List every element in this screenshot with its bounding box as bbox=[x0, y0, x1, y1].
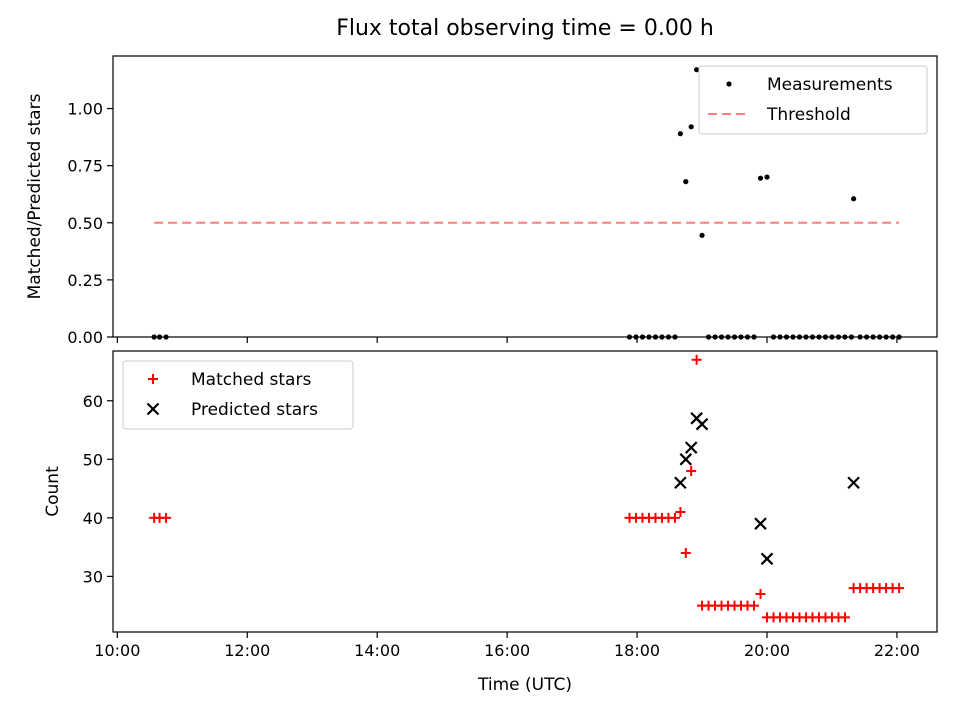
legend-marker bbox=[148, 374, 158, 384]
legend-marker bbox=[726, 81, 732, 87]
predicted-stars-point bbox=[684, 441, 698, 454]
x-tick-label: 10:00 bbox=[94, 641, 140, 660]
top-panel: 0.00 0.25 0.50 0.75 1.00 Matched/Predicted st… bbox=[25, 55, 938, 347]
measurements-point bbox=[757, 175, 764, 181]
measurements-point bbox=[694, 67, 700, 73]
axes-frame bbox=[112, 350, 938, 633]
legend: Matched stars Predicted stars bbox=[122, 360, 354, 430]
chart-title: Flux total observing time = 0.00 h bbox=[336, 16, 714, 41]
y-tick-label: 60 bbox=[83, 392, 103, 411]
matched-stars-point bbox=[691, 354, 702, 365]
x-tick-label: 16:00 bbox=[484, 641, 530, 660]
legend-marker bbox=[146, 402, 160, 416]
measurements-point bbox=[851, 196, 857, 202]
measurements-point bbox=[699, 232, 705, 238]
y-axis-label: Matched/Predicted stars bbox=[25, 93, 45, 299]
legend-label: Predicted stars bbox=[191, 400, 318, 420]
y-tick-label: 40 bbox=[83, 509, 103, 528]
predicted-stars-point bbox=[760, 552, 774, 566]
matched-stars-point bbox=[894, 583, 905, 594]
bottom-panel: 30 40 50 60 10:00 12:00 14:00 16:00 18:00 20:00 22… bbox=[43, 350, 938, 660]
x-axis-label: Time (UTC) bbox=[477, 675, 572, 695]
y-tick-label: 0.00 bbox=[67, 328, 103, 347]
y-tick-label: 0.75 bbox=[67, 157, 103, 176]
matched-stars-point bbox=[755, 588, 766, 599]
legend: Measurements Threshold bbox=[698, 65, 928, 135]
matched-stars-point bbox=[680, 547, 691, 558]
predicted-stars-point bbox=[679, 453, 693, 466]
x-tick-label: 22:00 bbox=[874, 641, 920, 660]
y-axis-label: Count bbox=[43, 466, 63, 517]
legend-box bbox=[122, 360, 354, 430]
measurements-point bbox=[764, 174, 770, 180]
predicted-stars-point bbox=[754, 517, 767, 530]
predicted-stars-point bbox=[695, 417, 709, 431]
y-tick-label: 50 bbox=[83, 450, 103, 469]
matched-stars-point bbox=[839, 612, 850, 623]
legend-box bbox=[698, 65, 928, 135]
legend-label: Matched stars bbox=[191, 370, 311, 390]
matched-stars-point bbox=[161, 512, 172, 523]
axes-frame bbox=[112, 55, 938, 338]
x-tick-label: 18:00 bbox=[614, 641, 660, 660]
legend-label: Threshold bbox=[766, 105, 851, 125]
matched-stars-point bbox=[675, 506, 686, 517]
predicted-stars-point bbox=[847, 476, 860, 489]
y-tick-label: 0.50 bbox=[67, 214, 103, 233]
matched-stars-point bbox=[749, 600, 760, 611]
measurements-point bbox=[688, 124, 694, 130]
y-tick-label: 1.00 bbox=[67, 100, 103, 119]
x-tick-label: 20:00 bbox=[744, 641, 790, 660]
measurements-point bbox=[683, 179, 689, 185]
y-tick-label: 0.25 bbox=[67, 271, 103, 290]
legend-label: Measurements bbox=[767, 75, 893, 95]
x-tick-label: 14:00 bbox=[354, 641, 400, 660]
measurements-point bbox=[677, 131, 683, 137]
matched-stars-point bbox=[686, 466, 697, 477]
x-tick-label: 12:00 bbox=[224, 641, 270, 660]
matched-stars-point bbox=[669, 512, 680, 523]
y-tick-label: 30 bbox=[83, 567, 103, 586]
predicted-stars-point bbox=[674, 476, 687, 489]
